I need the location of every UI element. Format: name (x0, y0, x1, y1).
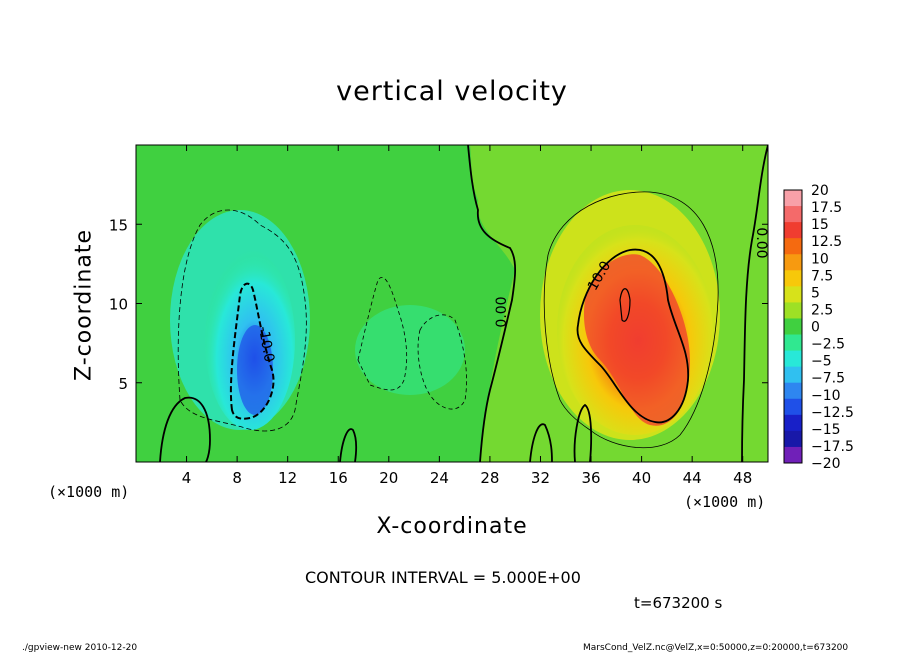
y-tick-label: 10 (109, 296, 128, 314)
colorbar-swatch (784, 430, 802, 448)
contour-15 (619, 288, 631, 322)
colorbar-label: 5 (811, 285, 820, 301)
colorbar-swatch (784, 270, 802, 287)
y-ticks: 5 10 15 (109, 216, 768, 393)
zero-contour-bottom-a (159, 396, 211, 462)
x-tick-label: 40 (632, 469, 651, 487)
footer-right: MarsCond_VelZ.nc@VelZ,x=0:50000,z=0:2000… (583, 643, 849, 653)
colorbar-swatch (784, 382, 802, 400)
contour-label: 0.00 (753, 227, 769, 258)
footer-left: ./gpview-new 2010-12-20 (22, 643, 138, 653)
contour-label: -10.0 (255, 325, 277, 363)
downdraft-peak (237, 325, 273, 415)
x-tick-label: 4 (182, 469, 192, 487)
x-unit-right: (×1000 m) (684, 493, 766, 511)
colorbar-label: −20 (811, 456, 841, 472)
colorbar-swatch (784, 206, 802, 223)
colorbar-label: −15 (811, 422, 841, 438)
colorbar-swatch (784, 350, 802, 368)
contour-neg10 (229, 282, 275, 420)
colorbar-label: 17.5 (811, 200, 842, 216)
colorbar-label: −5 (811, 354, 832, 370)
contour-labels: 10.0-10.00.000.00 (255, 227, 769, 363)
colorbar-label: −10 (811, 388, 841, 404)
colorbar-swatch (784, 334, 802, 352)
y-tick-label: 15 (109, 216, 128, 234)
updraft-peak (583, 254, 690, 426)
colorbar-swatch (784, 446, 802, 464)
contour-interval-note: CONTOUR INTERVAL = 5.000E+00 (305, 568, 581, 587)
x-unit-left: (×1000 m) (48, 483, 130, 501)
zero-contour-bottom-d (573, 403, 593, 462)
colorbar-swatch (784, 302, 802, 319)
colorbar-label: −2.5 (811, 337, 845, 353)
x-tick-label: 36 (581, 469, 600, 487)
y-tick-label: 5 (118, 375, 128, 393)
colorbar-label: 12.5 (811, 234, 842, 250)
colorbar-label: −12.5 (811, 405, 854, 421)
zero-contour-right (741, 145, 768, 462)
colorbar-frame (783, 189, 803, 464)
colorbar-label: −17.5 (811, 439, 854, 455)
colorbar-swatch (784, 222, 802, 239)
colorbar-label: 2.5 (811, 302, 833, 318)
colorbar-label: 10 (811, 251, 829, 267)
x-tick-label: 24 (430, 469, 449, 487)
colorbar-swatch (784, 286, 802, 303)
x-tick-label: 16 (329, 469, 348, 487)
x-tick-label: 28 (480, 469, 499, 487)
colorbar-swatch (784, 366, 802, 384)
x-tick-label: 8 (232, 469, 242, 487)
x-tick-label: 12 (278, 469, 297, 487)
weak-downdraft (355, 305, 465, 395)
colorbar-swatch (784, 414, 802, 432)
contour-5 (543, 191, 719, 449)
contour-10 (576, 248, 690, 424)
x-ticks: 4 8 12 16 20 24 28 32 36 40 44 48 (182, 145, 752, 487)
colorbar-label: 0 (811, 320, 820, 336)
x-tick-label: 44 (683, 469, 702, 487)
colorbar-label: −7.5 (811, 371, 845, 387)
x-tick-label: 32 (531, 469, 550, 487)
x-axis-label: X-coordinate (376, 514, 528, 539)
zero-contour-left (467, 145, 517, 462)
colorbar-swatch (784, 238, 802, 255)
x-tick-label: 20 (379, 469, 398, 487)
colorbar-label: 15 (811, 217, 829, 233)
zero-contour-bottom-b (339, 428, 358, 462)
colorbar-swatch (784, 398, 802, 416)
colorbar-swatch (784, 318, 802, 336)
colorbar-label: 20 (811, 183, 829, 199)
colorbar-label: 7.5 (811, 268, 833, 284)
zero-contour-bottom-c (529, 423, 553, 462)
contour-label: 0.00 (494, 296, 510, 327)
chart-title: vertical velocity (336, 76, 568, 107)
colorbar-swatch (784, 254, 802, 271)
time-label: t=673200 s (634, 594, 723, 612)
x-tick-label: 48 (733, 469, 752, 487)
field-layer (136, 145, 768, 462)
contour-neg5 (177, 209, 307, 432)
colorbar-swatch (784, 190, 802, 207)
